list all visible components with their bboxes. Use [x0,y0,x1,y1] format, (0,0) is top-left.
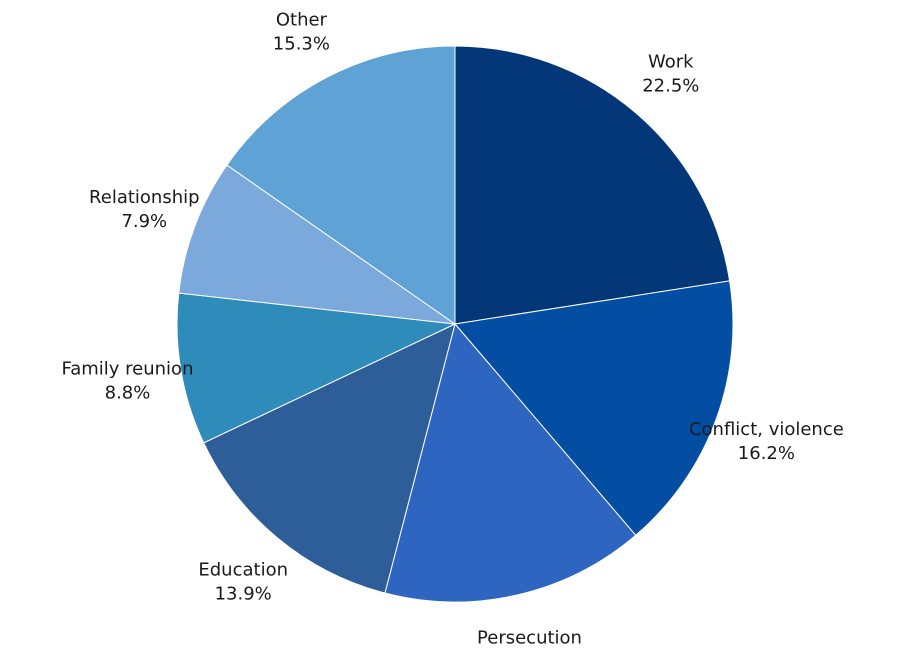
slice-category-label: Conflict, violence [689,419,844,440]
pie-slice-other [226,45,456,325]
slice-value-label: 13.9% [215,584,272,605]
slice-label-relationship: Relationship 7.9% [89,187,200,232]
pie-slice-persecution [384,322,637,603]
slice-label-conflict-violence: Conflict, violence 16.2% [689,419,844,464]
pie-slice-family-reunion [176,292,457,444]
slice-category-label: Other [276,10,328,31]
slice-category-label: Education [198,560,288,581]
slice-category-label: Family reunion [62,359,194,380]
slice-value-label: 7.9% [121,211,167,232]
pie-slice-relationship [178,164,456,325]
pie-slice-work [454,45,731,325]
labels-layer: Work 22.5% Conflict, violence 16.2% Persecut… [62,10,844,656]
slice-value-label: 16.2% [738,443,795,464]
slice-label-family-reunion: Family reunion 8.8% [62,359,194,404]
slice-value-label: 15.3% [273,34,330,55]
pie-slice-conflict-violence [454,280,734,536]
slices-layer [176,45,734,603]
slice-label-work: Work 22.5% [642,52,699,97]
slice-label-other: Other 15.3% [273,10,330,55]
slice-label-education: Education 13.9% [198,560,288,605]
slice-category-label: Persecution [477,628,582,649]
pie-slice-education [203,323,456,594]
slice-label-persecution: Persecution15.3% [477,628,582,653]
slice-category-label: Relationship [89,187,200,208]
slice-value-label: 8.8% [105,383,151,404]
slice-value-label: 22.5% [642,76,699,97]
slice-category-label: Work [648,52,694,73]
